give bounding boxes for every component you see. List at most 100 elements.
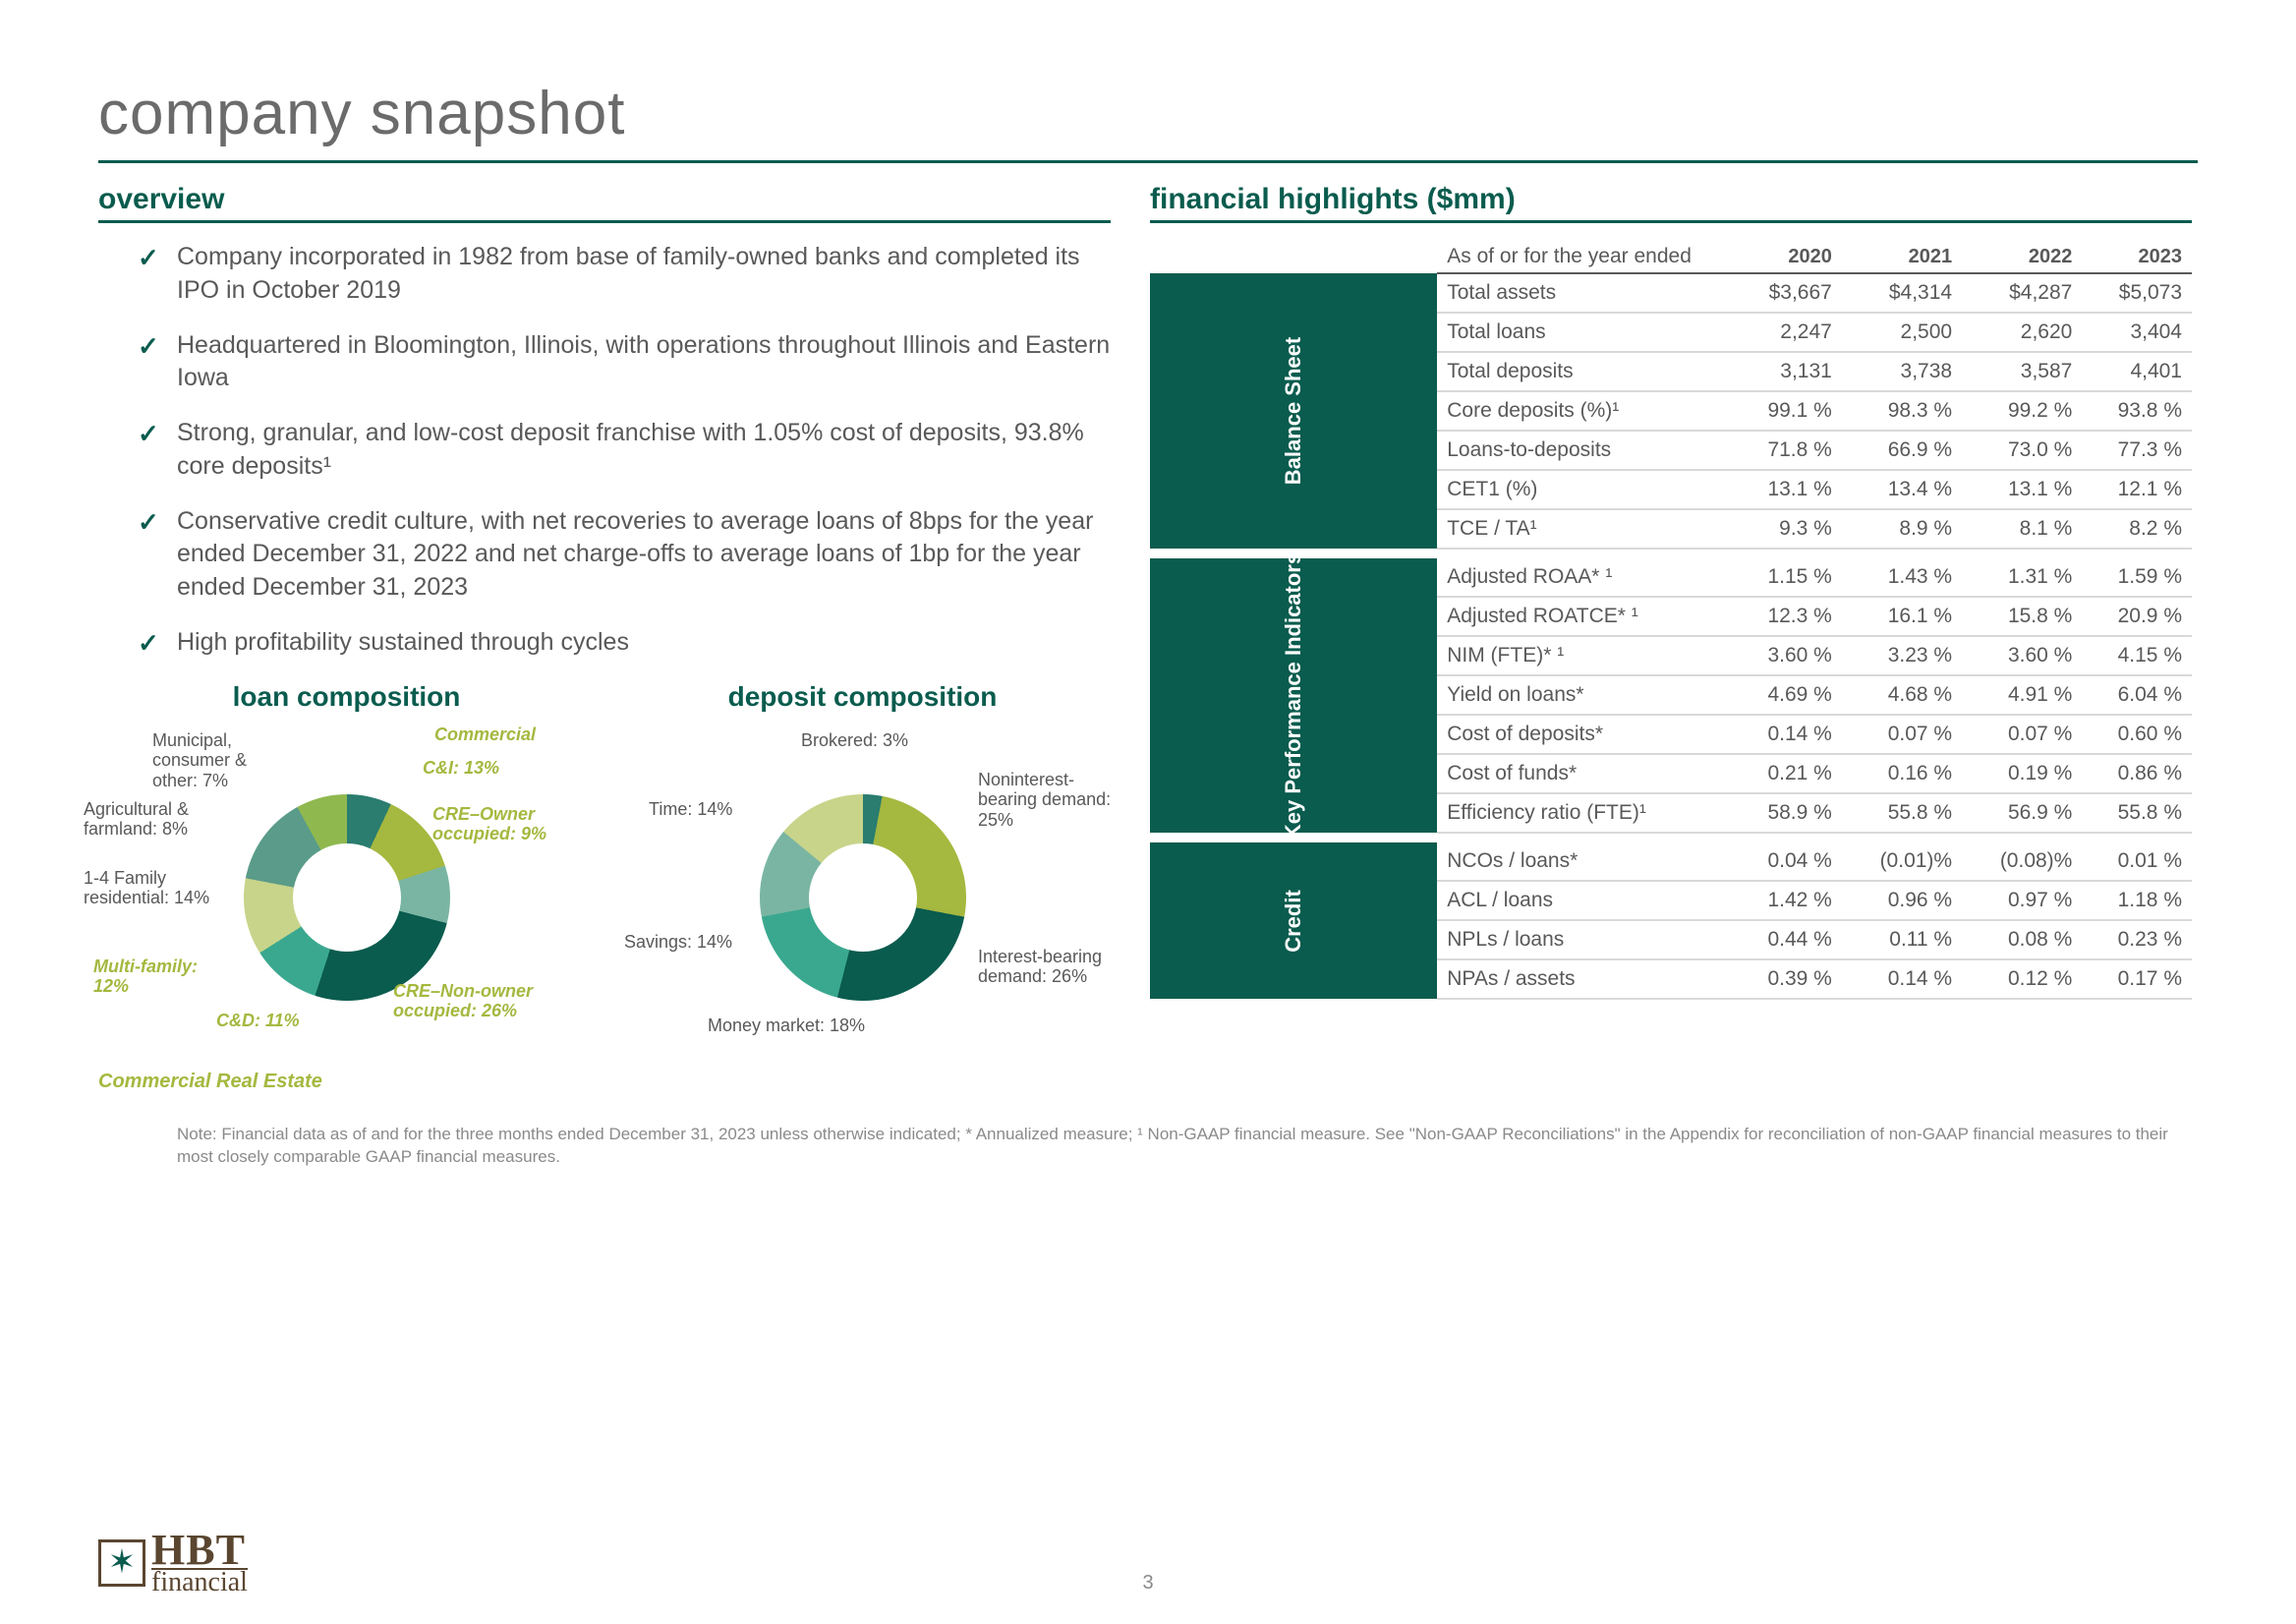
table-cell: 13.4 %: [1842, 470, 1962, 509]
table-cell: 0.16 %: [1842, 754, 1962, 793]
table-cell: 0.01 %: [2082, 842, 2192, 881]
table-cell: 55.8 %: [1842, 793, 1962, 833]
deposit-slice-label: Money market: 18%: [708, 1015, 885, 1036]
table-cell: 0.21 %: [1732, 754, 1842, 793]
page-title: company snapshot: [98, 79, 2198, 160]
table-cell: 55.8 %: [2082, 793, 2192, 833]
table-cell: 3,587: [1962, 352, 2082, 391]
table-cell: 0.23 %: [2082, 920, 2192, 959]
table-cell: 4.91 %: [1962, 675, 2082, 715]
table-cell: 9.3 %: [1732, 509, 1842, 549]
table-cell: 8.1 %: [1962, 509, 2082, 549]
row-label: TCE / TA¹: [1437, 509, 1732, 549]
table-cell: 98.3 %: [1842, 391, 1962, 431]
page-number: 3: [1142, 1572, 1153, 1595]
table-cell: 77.3 %: [2082, 431, 2192, 470]
table-cell: 58.9 %: [1732, 793, 1842, 833]
row-label: Cost of funds*: [1437, 754, 1732, 793]
table-cell: 71.8 %: [1732, 431, 1842, 470]
hbt-logo: HBT financial: [98, 1532, 248, 1595]
row-label: Adjusted ROATCE* ¹: [1437, 597, 1732, 636]
table-cell: 0.07 %: [1962, 715, 2082, 754]
year-header: 2023: [2082, 241, 2192, 273]
loan-slice-label: CRE–Non-owner occupied: 26%: [393, 981, 570, 1021]
table-cell: 1.42 %: [1732, 881, 1842, 920]
chart-row: loan composition Commercial Municipal, c…: [98, 681, 1111, 1093]
overview-bullet: Conservative credit culture, with net re…: [98, 505, 1111, 605]
row-label: Yield on loans*: [1437, 675, 1732, 715]
row-label: Loans-to-deposits: [1437, 431, 1732, 470]
table-cell: 4.69 %: [1732, 675, 1842, 715]
table-cell: 8.2 %: [2082, 509, 2192, 549]
table-cell: 73.0 %: [1962, 431, 2082, 470]
table-cell: 0.19 %: [1962, 754, 2082, 793]
overview-bullets: Company incorporated in 1982 from base o…: [98, 241, 1111, 660]
table-cell: 12.3 %: [1732, 597, 1842, 636]
deposit-slice-label: Interest-bearing demand: 26%: [978, 947, 1125, 987]
loan-slice-label: 1-4 Family residential: 14%: [84, 868, 211, 908]
table-cell: 0.60 %: [2082, 715, 2192, 754]
table-cell: 0.44 %: [1732, 920, 1842, 959]
table-cell: 1.18 %: [2082, 881, 2192, 920]
deposit-donut: [760, 794, 966, 1001]
table-cell: 0.08 %: [1962, 920, 2082, 959]
section-sidebar-label: Balance Sheet: [1150, 273, 1437, 549]
table-cell: 20.9 %: [2082, 597, 2192, 636]
table-row: Key Performance IndicatorsAdjusted ROAA*…: [1150, 558, 2192, 597]
logo-hbt: HBT: [151, 1532, 248, 1568]
table-cell: 4,401: [2082, 352, 2192, 391]
row-label: Total deposits: [1437, 352, 1732, 391]
table-cell: 1.15 %: [1732, 558, 1842, 597]
loan-slice-label: Multi-family: 12%: [93, 957, 231, 997]
logo-financial: financial: [151, 1568, 248, 1595]
deposit-slice-label: Savings: 14%: [624, 932, 752, 953]
row-label: ACL / loans: [1437, 881, 1732, 920]
overview-bullet: Strong, granular, and low-cost deposit f…: [98, 417, 1111, 484]
loan-slice-label: C&D: 11%: [216, 1011, 324, 1031]
footnote: Note: Financial data as of and for the t…: [98, 1123, 2198, 1170]
table-row: CreditNCOs / loans*0.04 %(0.01)%(0.08)%0…: [1150, 842, 2192, 881]
overview-bullet: High profitability sustained through cyc…: [98, 626, 1111, 660]
table-cell: 0.12 %: [1962, 959, 2082, 999]
table-cell: 3,404: [2082, 313, 2192, 352]
table-cell: 93.8 %: [2082, 391, 2192, 431]
table-cell: 0.04 %: [1732, 842, 1842, 881]
right-column: financial highlights ($mm) As of or for …: [1150, 183, 2192, 1093]
year-header: 2021: [1842, 241, 1962, 273]
table-cell: 0.86 %: [2082, 754, 2192, 793]
row-label: NIM (FTE)* ¹: [1437, 636, 1732, 675]
loan-slice-label: Agricultural & farmland: 8%: [84, 799, 211, 840]
table-cell: 3.60 %: [1732, 636, 1842, 675]
table-cell: 0.11 %: [1842, 920, 1962, 959]
table-cell: 4.68 %: [1842, 675, 1962, 715]
table-cell: 13.1 %: [1732, 470, 1842, 509]
table-cell: $4,287: [1962, 273, 2082, 313]
year-header: 2020: [1732, 241, 1842, 273]
table-cell: 12.1 %: [2082, 470, 2192, 509]
table-cell: 3.60 %: [1962, 636, 2082, 675]
table-cell: 2,620: [1962, 313, 2082, 352]
table-cell: 56.9 %: [1962, 793, 2082, 833]
table-cell: 0.14 %: [1842, 959, 1962, 999]
table-cell: 2,247: [1732, 313, 1842, 352]
table-row: Balance SheetTotal assets$3,667$4,314$4,…: [1150, 273, 2192, 313]
table-cell: 0.97 %: [1962, 881, 2082, 920]
deposit-slice-label: Time: 14%: [649, 799, 757, 820]
table-cell: $5,073: [2082, 273, 2192, 313]
loan-category-commercial: Commercial: [434, 725, 536, 745]
table-cell: 16.1 %: [1842, 597, 1962, 636]
row-label: NPAs / assets: [1437, 959, 1732, 999]
loan-category-cre: Commercial Real Estate: [98, 1071, 595, 1093]
row-label: NCOs / loans*: [1437, 842, 1732, 881]
table-cell: (0.01)%: [1842, 842, 1962, 881]
row-label: Core deposits (%)¹: [1437, 391, 1732, 431]
table-cell: 0.39 %: [1732, 959, 1842, 999]
loan-chart-title: loan composition: [98, 681, 595, 713]
table-cell: 6.04 %: [2082, 675, 2192, 715]
row-label: Adjusted ROAA* ¹: [1437, 558, 1732, 597]
overview-header: overview: [98, 183, 1111, 223]
table-cell: 8.9 %: [1842, 509, 1962, 549]
table-cell: 1.43 %: [1842, 558, 1962, 597]
deposit-slice-label: Noninterest-bearing demand: 25%: [978, 770, 1116, 831]
row-label: CET1 (%): [1437, 470, 1732, 509]
